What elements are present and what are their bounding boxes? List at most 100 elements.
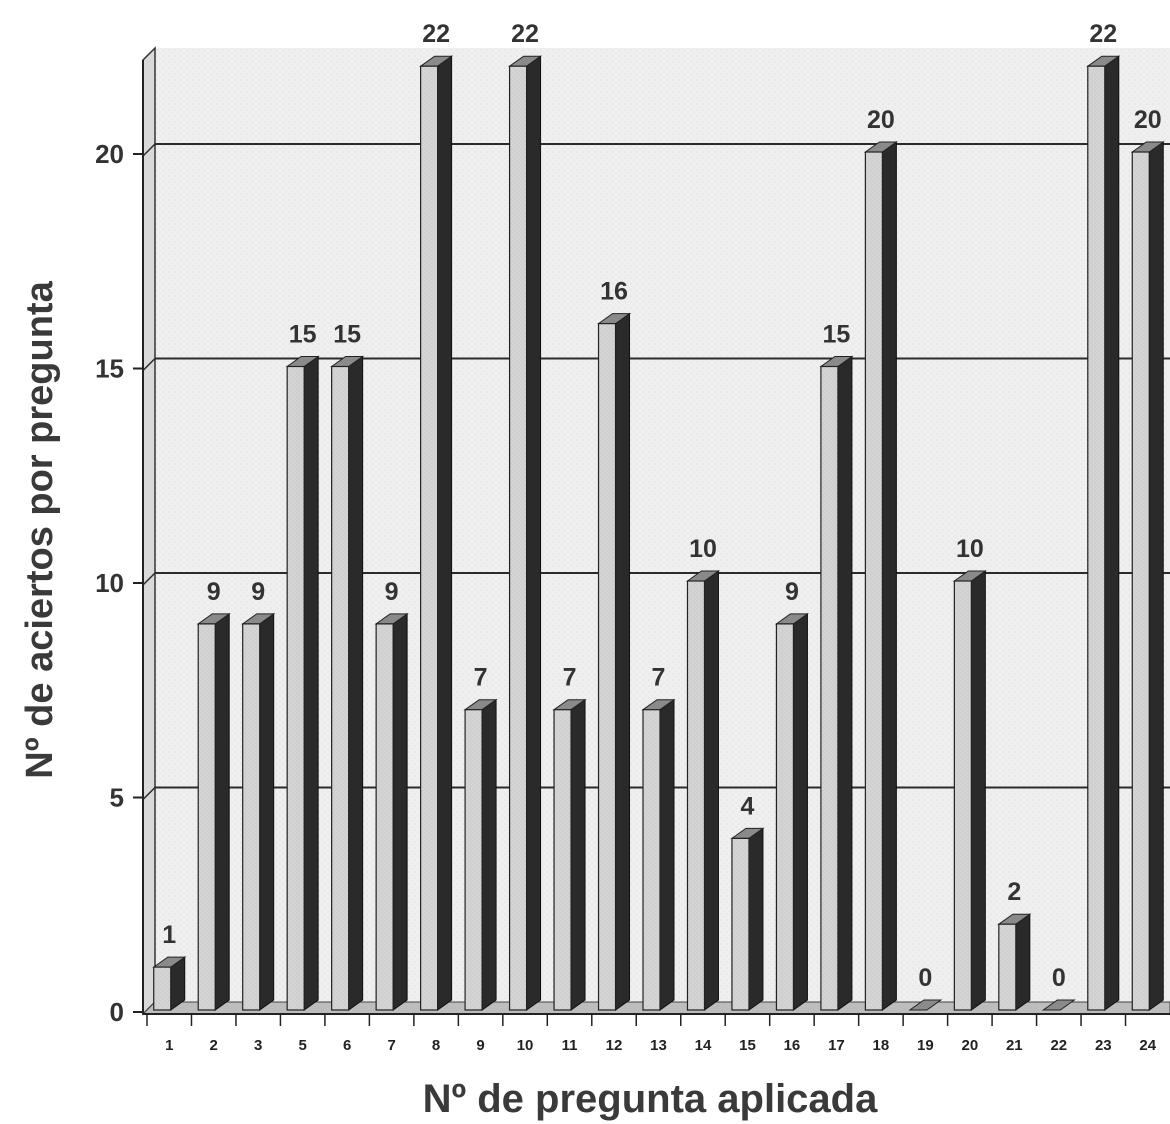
bar-side <box>259 612 275 1011</box>
y-tick-label: 5 <box>110 783 124 813</box>
bar-side <box>570 698 586 1011</box>
x-tick-label: 11 <box>562 1037 578 1054</box>
bar-front <box>464 709 483 1011</box>
bar: 16 <box>596 278 632 1011</box>
bar-side <box>392 612 408 1011</box>
x-tick-label: 18 <box>873 1037 890 1054</box>
data-label: 15 <box>823 321 851 349</box>
gridline-side <box>142 572 156 586</box>
x-tick-label: 22 <box>1050 1037 1067 1054</box>
gridline-side <box>142 357 156 372</box>
x-tick-label: 6 <box>343 1037 351 1054</box>
x-tick-label: 15 <box>739 1037 756 1054</box>
y-tick-label: 15 <box>95 354 124 384</box>
data-label: 22 <box>1089 20 1117 48</box>
x-tick-label: 2 <box>210 1037 218 1054</box>
gridline-side <box>142 143 156 157</box>
bar-front <box>1087 65 1106 1011</box>
bar-front <box>553 709 572 1011</box>
bar: 7 <box>463 664 498 1011</box>
bar-side <box>970 570 986 1011</box>
bar: 15 <box>285 321 320 1011</box>
bar: 0 <box>908 964 943 1011</box>
data-label: 20 <box>1134 106 1162 134</box>
bar-side <box>748 827 764 1011</box>
bar-side <box>526 55 542 1011</box>
bar: 10 <box>952 535 987 1011</box>
bar-front <box>953 580 972 1011</box>
bar-side <box>837 355 853 1011</box>
bar-front <box>331 365 350 1011</box>
bar-side <box>1104 55 1120 1011</box>
x-axis-ticks: 1 2 3 5 6 7 8 9 10 11 12 13 14 15 16 17 18 19 20 21 22 23 24 <box>146 1014 1157 1054</box>
bar-front <box>775 623 795 1011</box>
data-label: 1 <box>162 921 176 949</box>
data-label: 9 <box>251 578 265 606</box>
x-tick-label: 23 <box>1095 1037 1112 1054</box>
bar-side <box>437 55 453 1011</box>
data-label: 9 <box>785 578 799 606</box>
bar-front <box>864 151 883 1011</box>
bar-front <box>686 580 706 1011</box>
data-label: 0 <box>1052 964 1066 992</box>
bar: 0 <box>1041 964 1076 1011</box>
data-label: 22 <box>422 20 450 48</box>
x-tick-label: 12 <box>606 1037 623 1054</box>
bar-front <box>642 709 661 1011</box>
bar: 2 <box>997 878 1032 1011</box>
data-label: 4 <box>741 792 755 820</box>
x-tick-label: 8 <box>432 1037 440 1054</box>
left-wall <box>142 46 156 1016</box>
y-tick-label: 0 <box>110 997 124 1027</box>
data-label: 22 <box>511 20 539 48</box>
x-tick-label: 14 <box>695 1037 712 1054</box>
bar: 15 <box>819 321 854 1011</box>
bar: 7 <box>641 664 676 1011</box>
bar-side <box>703 570 719 1011</box>
bar-front <box>375 623 394 1011</box>
bar: 9 <box>241 578 276 1011</box>
bar-side <box>659 698 675 1011</box>
data-label: 7 <box>563 664 577 692</box>
bar: 1 <box>152 921 187 1011</box>
x-tick-label: 19 <box>917 1037 934 1054</box>
x-tick-label: 1 <box>165 1037 173 1054</box>
data-label: 15 <box>289 321 317 349</box>
x-tick-label: 16 <box>784 1037 801 1054</box>
gridline-side <box>142 786 156 801</box>
x-tick-label: 3 <box>254 1037 262 1054</box>
x-tick-label: 21 <box>1006 1037 1023 1054</box>
bar: 15 <box>330 321 365 1011</box>
x-tick-label: 10 <box>517 1037 534 1054</box>
data-label: 2 <box>1007 878 1021 906</box>
y-axis-title: Nº de aciertos por pregunta <box>19 280 61 778</box>
x-tick-label: 9 <box>476 1037 484 1054</box>
bar-front <box>820 365 839 1011</box>
bar-side <box>1015 913 1031 1011</box>
data-label: 10 <box>956 535 984 563</box>
bar-front <box>242 623 261 1011</box>
x-tick-label: 7 <box>387 1037 395 1054</box>
bar-side <box>1148 141 1164 1011</box>
data-label: 15 <box>333 321 361 349</box>
data-label: 7 <box>652 664 666 692</box>
bar: 9 <box>374 578 409 1011</box>
x-tick-label: 17 <box>828 1037 845 1054</box>
bar-side <box>792 612 808 1011</box>
bar: 22 <box>419 20 454 1011</box>
data-label: 16 <box>600 278 628 306</box>
bar: 22 <box>1086 20 1121 1011</box>
bar: 9 <box>774 578 809 1011</box>
bar-side <box>348 355 364 1011</box>
y-tick-label: 20 <box>95 139 124 169</box>
x-tick-label: 24 <box>1139 1037 1156 1054</box>
bar-side <box>481 698 497 1011</box>
x-tick-label: 5 <box>299 1037 307 1054</box>
bar-front <box>508 65 528 1011</box>
bar-front <box>731 837 750 1011</box>
data-label: 9 <box>385 578 399 606</box>
bar-side <box>303 355 319 1011</box>
data-label: 7 <box>474 664 488 692</box>
bar-front <box>597 323 617 1011</box>
